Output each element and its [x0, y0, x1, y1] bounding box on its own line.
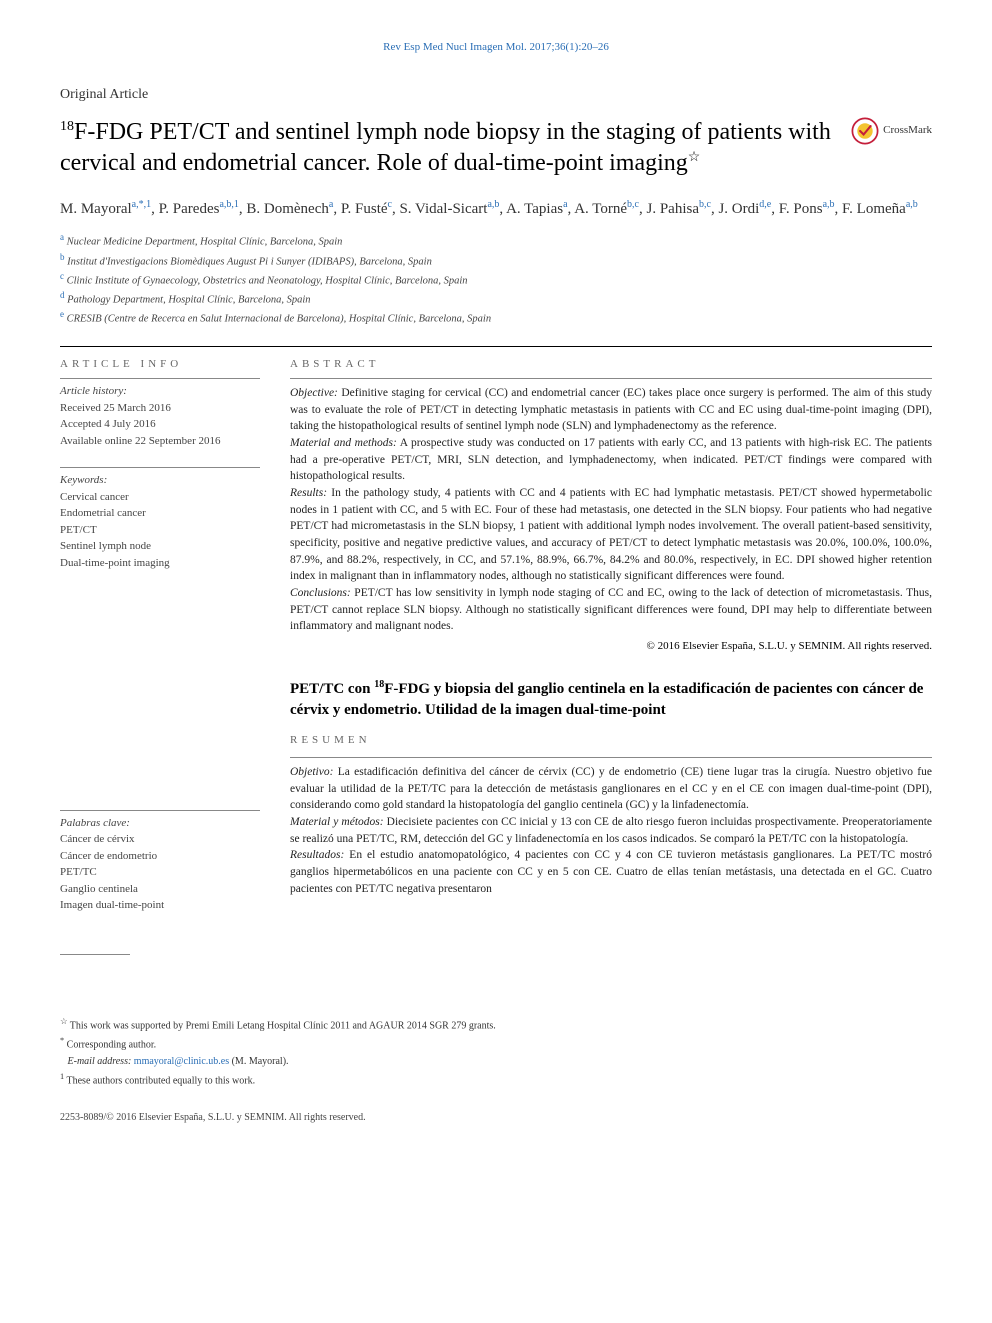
footnote-rule: [60, 954, 130, 955]
footnote-equal: 1 These authors contributed equally to t…: [60, 1070, 932, 1089]
footnote-grant: ☆ This work was supported by Premi Emili…: [60, 1015, 932, 1034]
palabra-clave: Cáncer de cérvix: [60, 831, 260, 848]
objetivo-text: La estadificación definitiva del cáncer …: [290, 766, 932, 811]
keyword: Sentinel lymph node: [60, 538, 260, 555]
footnote-corresponding: * Corresponding author.: [60, 1034, 932, 1053]
abstract-heading: ABSTRACT: [290, 357, 932, 372]
affiliation-line: b Institut d'Investigacions Biomèdiques …: [60, 251, 932, 270]
objective-text: Definitive staging for cervical (CC) and…: [290, 387, 932, 432]
abstract-body: Objective: Definitive staging for cervic…: [290, 385, 932, 635]
conclusions-label: Conclusions:: [290, 587, 351, 599]
resultados-text: En el estudio anatomopatológico, 4 pacie…: [290, 849, 932, 894]
palabra-clave: PET/TC: [60, 864, 260, 881]
results-text: In the pathology study, 4 patients with …: [290, 487, 932, 582]
keyword: Dual-time-point imaging: [60, 555, 260, 572]
article-history: Article history: Received 25 March 2016A…: [60, 378, 260, 449]
history-line: Received 25 March 2016: [60, 400, 260, 417]
palabras-block: Palabras clave: Cáncer de cérvixCáncer d…: [60, 810, 260, 914]
journal-reference: Rev Esp Med Nucl Imagen Mol. 2017;36(1):…: [60, 40, 932, 55]
keywords-label: Keywords:: [60, 472, 260, 489]
keyword: PET/CT: [60, 522, 260, 539]
crossmark-badge[interactable]: CrossMark: [851, 117, 932, 145]
affiliation-line: e CRESIB (Centre de Recerca en Salut Int…: [60, 308, 932, 327]
affiliation-line: d Pathology Department, Hospital Clínic,…: [60, 289, 932, 308]
resumen-body: Objetivo: La estadificación definitiva d…: [290, 764, 932, 897]
affiliations: a Nuclear Medicine Department, Hospital …: [60, 231, 932, 327]
history-line: Accepted 4 July 2016: [60, 416, 260, 433]
authors-list: M. Mayorala,*,1, P. Paredesa,b,1, B. Dom…: [60, 197, 932, 221]
title-text: 18F-FDG PET/CT and sentinel lymph node b…: [60, 119, 831, 176]
history-line: Available online 22 September 2016: [60, 433, 260, 450]
keywords-block: Keywords: Cervical cancerEndometrial can…: [60, 467, 260, 571]
results-label: Results:: [290, 487, 327, 499]
footnote-email: E-mail address: mmayoral@clinic.ub.es (M…: [60, 1054, 932, 1070]
crossmark-icon: [851, 117, 879, 145]
affiliation-line: a Nuclear Medicine Department, Hospital …: [60, 231, 932, 250]
objetivo-label: Objetivo:: [290, 766, 333, 778]
palabra-clave: Ganglio centinela: [60, 881, 260, 898]
palabra-clave: Imagen dual-time-point: [60, 897, 260, 914]
palabras-label: Palabras clave:: [60, 815, 260, 832]
keyword: Cervical cancer: [60, 489, 260, 506]
abstract-copyright: © 2016 Elsevier España, S.L.U. y SEMNIM.…: [290, 639, 932, 654]
material-text: Diecisiete pacientes con CC inicial y 13…: [290, 816, 932, 845]
footnotes: ☆ This work was supported by Premi Emili…: [60, 1015, 932, 1089]
title-footnote-marker: ☆: [688, 150, 701, 165]
affiliation-line: c Clinic Institute of Gynaecology, Obste…: [60, 270, 932, 289]
history-label: Article history:: [60, 383, 260, 400]
palabra-clave: Cáncer de endometrio: [60, 848, 260, 865]
conclusions-text: PET/CT has low sensitivity in lymph node…: [290, 587, 932, 632]
resumen-heading: RESUMEN: [290, 733, 932, 748]
material-label: Material y métodos:: [290, 816, 384, 828]
article-info-heading: ARTICLE INFO: [60, 357, 260, 372]
email-link[interactable]: mmayoral@clinic.ub.es: [134, 1056, 229, 1067]
keyword: Endometrial cancer: [60, 505, 260, 522]
crossmark-label: CrossMark: [883, 123, 932, 138]
article-type: Original Article: [60, 85, 932, 105]
resultados-label: Resultados:: [290, 849, 344, 861]
spanish-title: PET/TC con 18F-FDG y biopsia del ganglio…: [290, 678, 932, 721]
article-title: 18F-FDG PET/CT and sentinel lymph node b…: [60, 117, 831, 179]
issn-copyright: 2253-8089/© 2016 Elsevier España, S.L.U.…: [60, 1111, 932, 1125]
methods-label: Material and methods:: [290, 437, 397, 449]
objective-label: Objective:: [290, 387, 338, 399]
divider: [60, 346, 932, 347]
